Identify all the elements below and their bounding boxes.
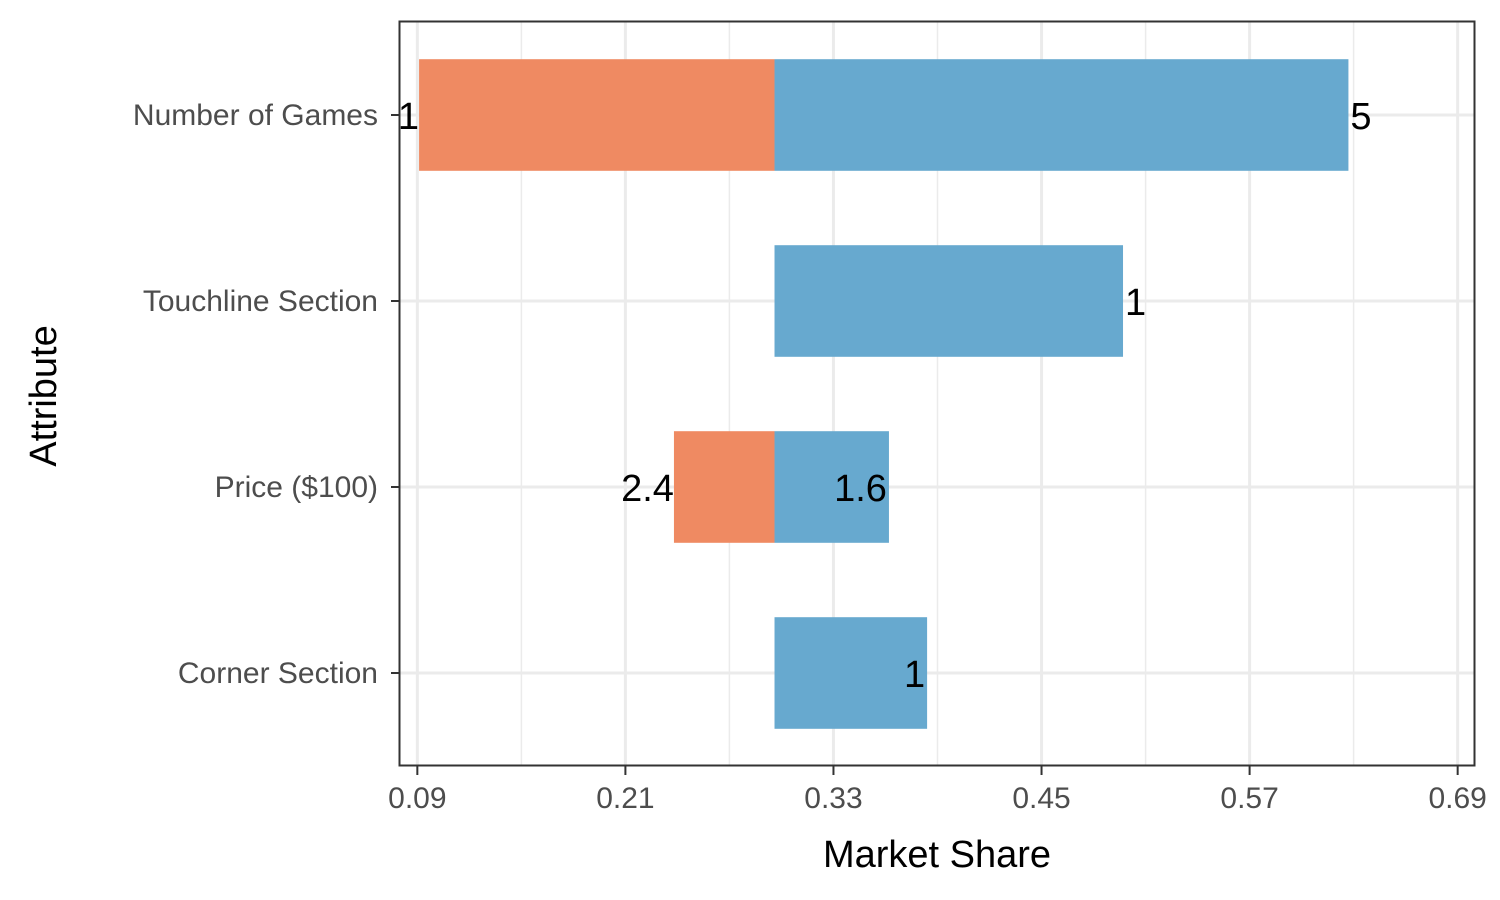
x-axis-title: Market Share	[823, 834, 1051, 876]
x-tick-label: 0.57	[1220, 782, 1278, 815]
bar-decrease	[673, 431, 775, 543]
y-tick-label: Corner Section	[178, 657, 378, 690]
bar-increase	[774, 431, 889, 543]
bars	[419, 59, 1349, 729]
bar-increase	[774, 59, 1349, 171]
bar-decrease	[419, 59, 775, 171]
y-tick-label: Touchline Section	[143, 285, 378, 318]
plot-panel-border	[398, 20, 1476, 767]
y-tick-label: Price ($100)	[215, 471, 378, 504]
data-labels: 1 5 1 2.4 1.6 1	[398, 96, 1372, 696]
y-tick-label: Number of Games	[133, 99, 378, 132]
bar-increase	[774, 245, 1124, 357]
bar-increase	[774, 617, 928, 729]
data-label-high: 1	[904, 654, 925, 696]
x-tick-label: 0.33	[804, 782, 862, 815]
data-label-high: 1.6	[834, 468, 887, 510]
data-label-high: 1	[1125, 282, 1146, 324]
x-axis-ticks: 0.09 0.21 0.33 0.45 0.57 0.69	[388, 766, 1487, 815]
x-tick-label: 0.21	[596, 782, 654, 815]
y-axis-title: Attribute	[23, 325, 65, 467]
data-label-high: 5	[1350, 96, 1371, 138]
y-axis-ticks: Number of Games Touchline Section Price ($…	[133, 99, 400, 690]
data-label-low: 1	[398, 96, 419, 138]
x-tick-label: 0.45	[1012, 782, 1070, 815]
data-label-low: 2.4	[621, 468, 674, 510]
x-tick-label: 0.09	[388, 782, 446, 815]
x-tick-label: 0.69	[1428, 782, 1486, 815]
